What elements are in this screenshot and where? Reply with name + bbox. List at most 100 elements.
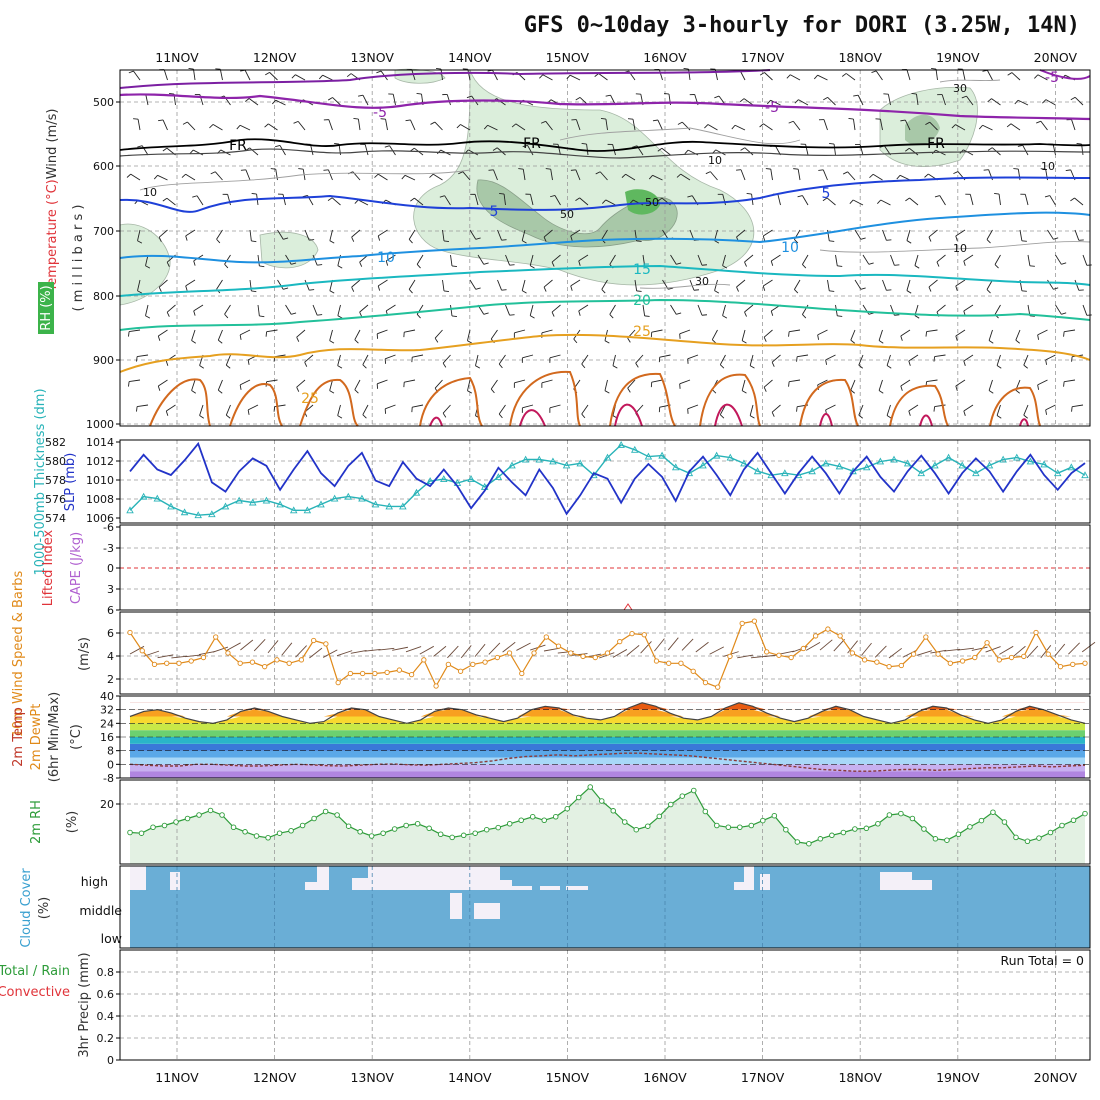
- wind-barb: [906, 279, 911, 291]
- wind-barb: [998, 194, 1001, 206]
- cape-ticks: -6 -3 0 3 6: [103, 521, 120, 617]
- label-5-a: 5: [490, 204, 499, 220]
- wind-barb: [926, 329, 938, 332]
- wind10-point: [531, 650, 537, 656]
- wind-barb: [962, 69, 966, 81]
- wind10-point: [629, 630, 635, 637]
- wind-barb: [857, 94, 864, 106]
- wind-barb: [551, 304, 561, 313]
- wind-barb-flag: [933, 406, 936, 412]
- wind-barb-flag: [483, 262, 489, 265]
- wind-barb-flag: [731, 124, 736, 130]
- wind-barb: [541, 329, 553, 334]
- isotherm-freezing: [119, 138, 1091, 152]
- wind-barb-flag: [566, 74, 571, 80]
- thickness-point: [399, 502, 407, 510]
- rh2m-point: [944, 837, 950, 843]
- wind10-point: [1057, 664, 1064, 670]
- isotherm-15: [119, 264, 1091, 297]
- wind10-point: [151, 661, 158, 668]
- wind-barb-flag: [296, 336, 300, 342]
- rh2m-point: [518, 817, 524, 824]
- temp-band: [130, 743, 1085, 751]
- rh2m-point: [1082, 810, 1088, 817]
- rh2m-point: [288, 828, 294, 834]
- thickness-point: [726, 453, 735, 461]
- wind-barb-flag: [711, 339, 717, 344]
- slp-line: [129, 441, 1086, 516]
- bottom-date-label: 16NOV: [643, 1070, 687, 1085]
- wind-barb-flag: [763, 336, 767, 342]
- wind-barb-flag: [570, 235, 573, 241]
- wind-barb: [285, 254, 292, 265]
- rh2m-point: [173, 819, 179, 825]
- rh2m-point: [564, 805, 570, 812]
- wind10-point: [384, 669, 390, 676]
- wind-barb-flag: [842, 171, 848, 175]
- wind-barb-flag: [309, 289, 315, 291]
- wind-barb: [432, 173, 443, 181]
- top-date-label: 20NOV: [1034, 50, 1078, 65]
- wind-barb: [805, 144, 809, 156]
- wind10-point: [298, 657, 305, 663]
- wind-barb: [1010, 123, 1021, 131]
- wind10-barb: [129, 645, 145, 655]
- wind-barb: [579, 197, 589, 206]
- wind-barb: [627, 379, 636, 389]
- wind10-point: [372, 670, 378, 677]
- wind-barb-flag: [337, 315, 343, 319]
- isotherms: [119, 69, 1091, 427]
- wind-barb: [763, 123, 773, 131]
- wind-barb-flag: [218, 389, 223, 394]
- run-total-label: Run Total = 0: [1000, 953, 1084, 968]
- wind-barb-flag: [1061, 262, 1067, 265]
- wind-barb: [963, 404, 974, 412]
- wind-barb-flag: [765, 168, 771, 170]
- wind-barb: [934, 354, 946, 357]
- wind10-point: [702, 679, 709, 686]
- wind-barb-flag: [605, 94, 611, 97]
- wind-barb: [955, 279, 966, 287]
- wind10-point: [641, 632, 647, 638]
- wind-barb-flag: [657, 147, 663, 152]
- wind-barb: [875, 70, 883, 81]
- wind-barb-flag: [573, 338, 578, 344]
- rh2m-point: [817, 836, 824, 842]
- wind-barb: [988, 379, 993, 391]
- wind-barb: [966, 95, 974, 106]
- wind10-point: [543, 634, 549, 640]
- wind-barb-flag: [740, 147, 746, 151]
- wind-barb: [185, 229, 196, 237]
- wind-barb-flag: [283, 237, 289, 240]
- wind-barb-flag: [199, 415, 205, 419]
- wind-barb-flag: [825, 359, 828, 365]
- label-wind10-units: (m/s): [77, 637, 92, 671]
- bottom-date-label: 15NOV: [546, 1070, 590, 1085]
- wind-barb: [216, 279, 223, 290]
- wind-barb: [986, 70, 993, 81]
- wind-barb: [982, 124, 993, 131]
- wind10-point: [678, 660, 684, 666]
- thickness-point: [631, 445, 639, 453]
- wind-barb: [789, 329, 801, 333]
- wind-barb-flag: [876, 199, 882, 205]
- wind-barb-flag: [604, 390, 610, 394]
- wind-barb-flag: [416, 264, 421, 269]
- wind-barb: [145, 94, 149, 106]
- rh2m-point: [645, 823, 651, 829]
- wind-barb: [129, 379, 141, 382]
- wind-barb-flag: [191, 390, 197, 394]
- rh2m-point: [967, 824, 973, 830]
- slp-tick-label: 1012: [86, 455, 114, 468]
- wind-barb-flag: [318, 74, 323, 80]
- label-rh-50-a: 50: [560, 208, 574, 221]
- wind-barb-flag: [714, 95, 720, 99]
- gap-d: [317, 866, 329, 890]
- wind-barb: [887, 94, 891, 106]
- temp-band: [130, 702, 1085, 710]
- wind10-point: [225, 650, 231, 656]
- rh2m-point: [990, 809, 996, 815]
- wind-barb: [736, 279, 746, 288]
- wind-barb-flag: [886, 415, 892, 419]
